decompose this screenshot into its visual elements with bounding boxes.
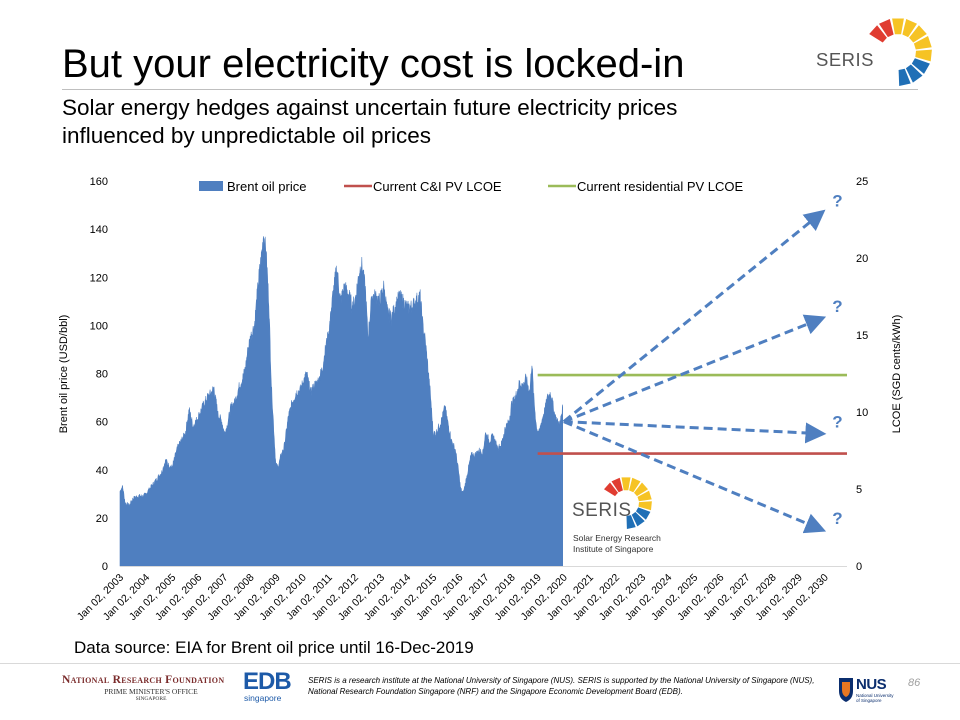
y2-tick-label: 5 [856,484,862,496]
forecast-question-mark: ? [832,413,842,432]
sunburst-ray [626,515,636,529]
y2-tick-label: 0 [856,561,862,573]
y2-tick-label: 15 [856,330,868,342]
edb-logo-sub: singapore [244,693,282,703]
forecast-arrow [563,420,827,534]
data-source-note: Data source: EIA for Brent oil price unt… [74,638,474,657]
edb-logo: EDB singapore [243,670,297,706]
forecast-question-mark: ? [832,509,842,528]
y-tick-label: 20 [96,513,108,525]
slide-title: But your electricity cost is locked-in [62,42,685,86]
footer-divider [0,663,960,664]
sunburst-ray [637,490,652,502]
seris-box-sub-line-2: Institute of Singapore [573,544,654,554]
nrf-logo-office: PRIME MINISTER'S OFFICE [104,687,198,696]
legend-ci-pv-label: Current C&I PV LCOE [373,179,502,194]
forecast-arrow [562,209,826,423]
y-tick-label: 120 [90,272,108,284]
y2-tick-label: 10 [856,407,868,419]
sunburst-ray [634,482,648,497]
nrf-logo-name: National Research Foundation [62,674,225,686]
nus-logo-sub: National University of Singapore [856,693,894,703]
legend-brent-label: Brent oil price [227,179,306,194]
legend-brent-swatch [199,181,223,191]
nrf-logo: National Research Foundation PRIME MINIS… [62,674,240,702]
forecast-arrow [563,314,827,424]
y-tick-label: 60 [96,417,108,429]
sunburst-ray [636,507,651,520]
seris-logo-top [806,8,932,88]
sunburst-ray [915,49,932,62]
sunburst-ray [892,18,904,35]
seris-box-logo [566,471,676,561]
y-tick-label: 140 [90,224,108,236]
sunburst-ray [911,58,930,74]
sunburst-ray [631,512,645,527]
brent-oil-price-area [119,236,563,567]
footer-note: SERIS is a research institute at the Nat… [308,676,815,696]
sunburst-ray [604,482,618,497]
nrf-logo-country: SINGAPORE [135,696,167,702]
seris-box-logo-text: SERIS [572,500,632,521]
seris-box-subtitle: Solar Energy Research Institute of Singa… [573,533,661,555]
y-tick-label: 0 [102,561,108,573]
sunburst-ray [909,25,927,43]
forecast-question-mark: ? [832,191,842,210]
legend-residential-pv-label: Current residential PV LCOE [577,179,744,194]
sunburst-ray [629,477,641,493]
sunburst-ray [869,25,887,43]
nus-crest-icon [839,678,853,702]
nus-logo-text: NUS [856,676,887,693]
y2-tick-label: 25 [856,176,868,188]
sunburst-ray [913,36,932,50]
forecast-arrow [563,420,827,444]
y2-axis-label: LCOE (SGD cents/kWh) [891,315,903,434]
sunburst-ray [611,477,623,493]
sunburst-ray [898,68,911,86]
seris-logo-top-text: SERIS [816,49,875,70]
forecast-question-mark: ? [832,297,842,316]
subtitle-line-2: influenced by unpredictable oil prices [62,123,431,148]
y-axis-label: Brent oil price (USD/bbl) [58,315,70,434]
sunburst-ray [879,19,894,38]
sunburst-ray [905,64,923,83]
edb-logo-text: EDB [243,668,292,695]
seris-box-sub-line-1: Solar Energy Research [573,533,661,543]
title-divider [62,89,918,90]
sunburst-ray [621,477,631,491]
y2-tick-label: 20 [856,253,868,265]
seris-sunburst-icon [869,18,932,86]
sunburst-ray [902,19,917,38]
y-tick-label: 160 [90,176,108,188]
seris-box-sunburst-icon [604,477,652,529]
y-tick-label: 100 [90,320,108,332]
nus-logo: NUS National University of Singapore [838,676,898,704]
page-number: 86 [908,677,921,689]
y-tick-label: 80 [96,369,108,381]
slide-subtitle: Solar energy hedges against uncertain fu… [62,94,862,150]
y-tick-label: 40 [96,465,108,477]
sunburst-ray [638,501,652,511]
subtitle-line-1: Solar energy hedges against uncertain fu… [62,95,678,120]
